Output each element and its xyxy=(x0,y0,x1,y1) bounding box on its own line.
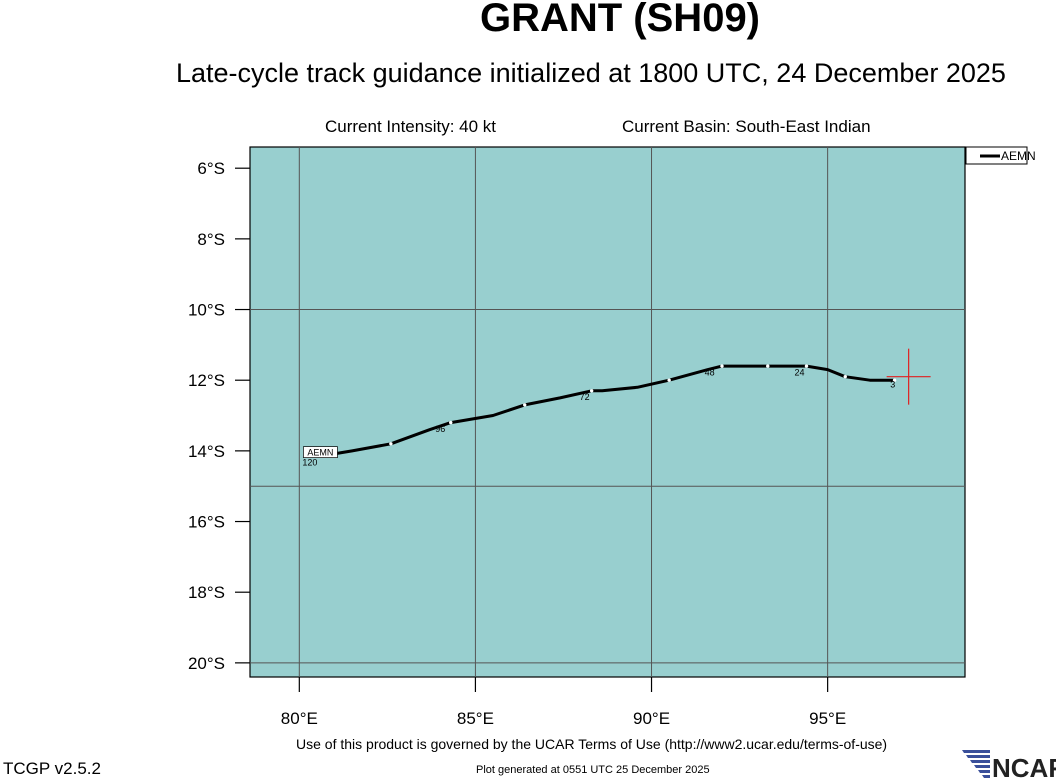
track-point xyxy=(667,378,671,382)
forecast-hour-label: 120 xyxy=(302,457,317,467)
forecast-hour-label: 24 xyxy=(794,367,804,377)
model-label: AEMN xyxy=(307,448,333,458)
lat-tick-label: 16°S xyxy=(188,513,225,532)
track-point xyxy=(892,378,897,382)
logo-stripe xyxy=(970,760,990,763)
lon-tick-label: 95°E xyxy=(809,709,846,728)
track-point xyxy=(843,374,847,379)
track-point xyxy=(589,389,594,393)
model-label-box xyxy=(303,446,338,458)
logo-stripe xyxy=(978,770,990,773)
lat-tick-label: 6°S xyxy=(197,159,225,178)
legend: AEMN xyxy=(965,146,1036,165)
current-intensity: Current Intensity: 40 kt xyxy=(325,117,497,136)
lat-tick-label: 14°S xyxy=(188,442,225,461)
lon-tick-label: 85°E xyxy=(457,709,494,728)
logo-stripes-icon xyxy=(962,750,990,778)
forecast-hour-label: 3 xyxy=(890,380,895,390)
track-line xyxy=(330,364,895,456)
forecast-hour-label: 72 xyxy=(580,392,590,402)
current-basin: Current Basin: South-East Indian xyxy=(622,117,871,136)
lat-tick-label: 10°S xyxy=(188,301,225,320)
plot-title: GRANT (SH09) xyxy=(479,0,761,40)
logo-stripe xyxy=(966,755,990,758)
lon-tick-label: 80°E xyxy=(281,709,318,728)
track-point xyxy=(804,364,809,368)
lat-tick-label: 8°S xyxy=(197,230,225,249)
version-label: TCGP v2.5.2 xyxy=(3,759,101,778)
track-point xyxy=(449,420,453,425)
track-point xyxy=(766,364,770,368)
lat-tick-label: 20°S xyxy=(188,654,225,673)
generated-time: Plot generated at 0551 UTC 25 December 2… xyxy=(476,764,710,776)
axes: 6°S 8°S 10°S 12°S 14°S 16°S 18°S 20°S 80°E 85°E 90… xyxy=(188,159,846,728)
forecast-hour-label: 96 xyxy=(435,424,445,434)
track-point xyxy=(389,442,393,446)
ncar-logo: NCAR xyxy=(962,750,1056,780)
ocean-area xyxy=(249,146,966,678)
logo-stripe xyxy=(982,775,990,778)
logo-stripe xyxy=(962,750,990,753)
graticule xyxy=(250,147,965,677)
track-point xyxy=(720,364,724,368)
terms-of-use: Use of this product is governed by the U… xyxy=(296,736,888,752)
lat-tick-label: 18°S xyxy=(188,583,225,602)
forecast-hour-label: 48 xyxy=(705,367,715,377)
lat-tick-label: 12°S xyxy=(188,371,225,390)
logo-stripe xyxy=(974,765,990,768)
lon-tick-label: 90°E xyxy=(633,709,670,728)
logo-text: NCAR xyxy=(992,753,1056,780)
legend-label: AEMN xyxy=(1001,149,1036,163)
track-point xyxy=(523,403,527,407)
plot-subtitle: Late-cycle track guidance initialized at… xyxy=(176,58,1006,88)
